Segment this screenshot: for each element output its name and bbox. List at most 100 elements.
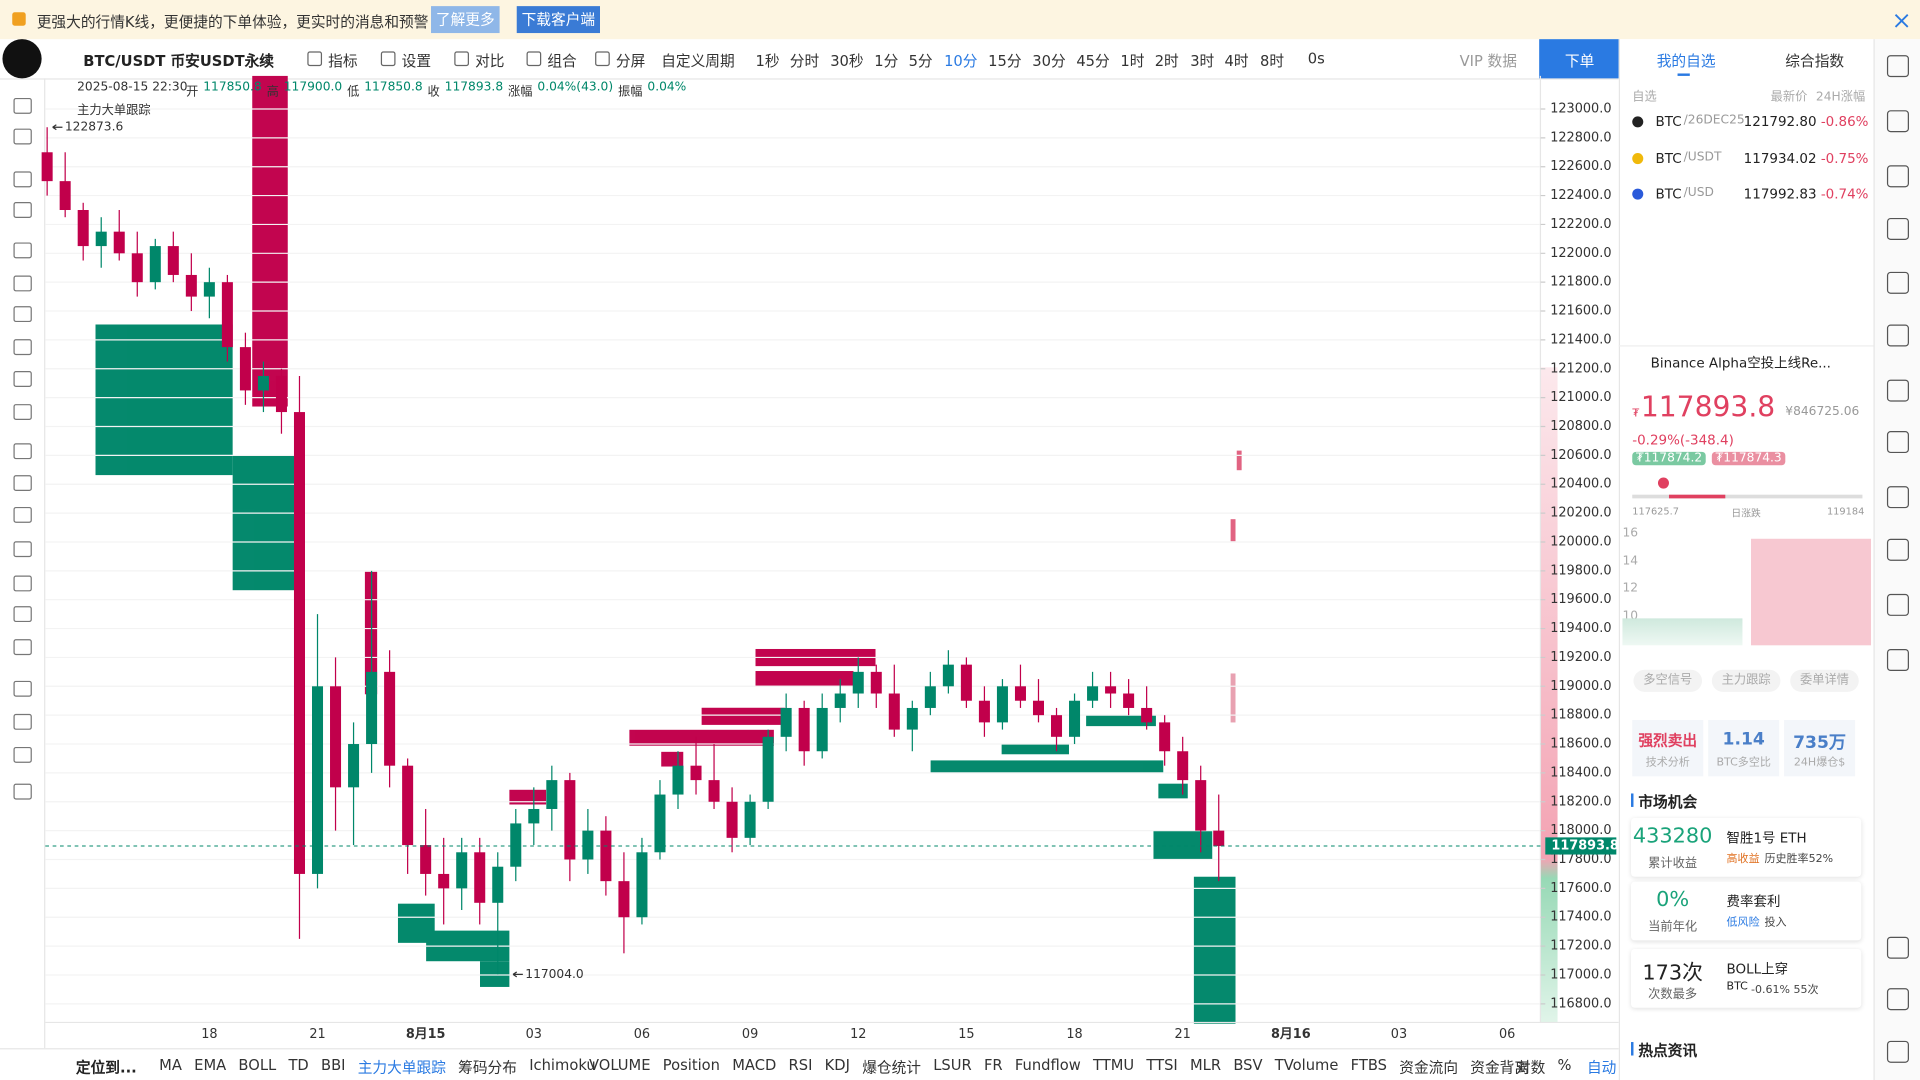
tool-icon[interactable]: [13, 339, 32, 356]
symbol[interactable]: BTC: [1655, 186, 1682, 203]
period[interactable]: 3时: [1190, 52, 1215, 70]
symbol[interactable]: BTC: [1655, 113, 1682, 130]
rail-icon[interactable]: [1886, 165, 1909, 188]
period[interactable]: 4时: [1224, 52, 1249, 70]
indicator[interactable]: KDJ: [824, 1056, 850, 1074]
tool-icon[interactable]: [13, 680, 32, 697]
indicator[interactable]: LSUR: [933, 1056, 972, 1074]
indicator[interactable]: TD: [288, 1056, 309, 1074]
indicator[interactable]: 主力大单跟踪: [357, 1059, 446, 1077]
tool-item[interactable]: 组合: [547, 52, 577, 70]
close-icon[interactable]: [1894, 10, 1909, 33]
rail-icon[interactable]: [1886, 648, 1909, 672]
period[interactable]: 30分: [1032, 52, 1066, 70]
download[interactable]: 下载客户端: [516, 6, 600, 34]
pair[interactable]: /26DEC25: [1683, 113, 1745, 128]
indicator[interactable]: VOLUME: [588, 1056, 651, 1074]
tool-item[interactable]: 分屏: [615, 52, 646, 70]
card-name[interactable]: BOLL上穿: [1726, 961, 1789, 978]
tool-item[interactable]: 设置: [401, 52, 432, 70]
indicator[interactable]: Fundflow: [1014, 1056, 1081, 1074]
signal-tab[interactable]: 主力跟踪: [1711, 669, 1781, 692]
indicator[interactable]: 爆仓统计: [862, 1059, 921, 1077]
tool-icon[interactable]: [13, 575, 32, 592]
indicator[interactable]: BOLL: [238, 1056, 277, 1074]
tool-icon[interactable]: [13, 202, 32, 218]
rail-icon[interactable]: [1886, 988, 1909, 1011]
tool-icon[interactable]: [13, 541, 32, 558]
rail-icon[interactable]: [1886, 217, 1909, 240]
tool-icon[interactable]: [13, 506, 32, 523]
indicator[interactable]: TVolume: [1274, 1056, 1339, 1074]
indicator[interactable]: Ichimoku: [529, 1056, 596, 1074]
indicator[interactable]: 资金流向: [1399, 1059, 1459, 1077]
period[interactable]: 2时: [1154, 52, 1179, 70]
vip[interactable]: VIP 数据: [1459, 52, 1517, 70]
card-name[interactable]: 费率套利: [1726, 893, 1781, 910]
tool-icon[interactable]: [13, 275, 32, 292]
rail-icon[interactable]: [1886, 271, 1909, 294]
indicator[interactable]: FR: [983, 1056, 1003, 1074]
period[interactable]: 分时: [789, 52, 820, 70]
rail-icon[interactable]: [1886, 936, 1909, 959]
tool-icon[interactable]: [13, 443, 32, 460]
tool-icon[interactable]: [13, 475, 32, 492]
card-name[interactable]: 智胜1号 ETH: [1726, 830, 1807, 847]
period[interactable]: 1分: [874, 52, 899, 70]
tool-icon[interactable]: [13, 713, 32, 730]
indicator[interactable]: MACD: [732, 1056, 777, 1074]
indicator[interactable]: MLR: [1189, 1056, 1222, 1074]
period[interactable]: 15分: [988, 52, 1022, 70]
indicator[interactable]: BSV: [1233, 1056, 1263, 1074]
indicator[interactable]: Position: [662, 1056, 720, 1074]
period[interactable]: 45分: [1076, 52, 1110, 70]
rail-icon[interactable]: [1886, 1040, 1909, 1063]
log[interactable]: 对数: [1515, 1059, 1546, 1077]
pair[interactable]: /USDT: [1683, 150, 1722, 165]
indicator[interactable]: RSI: [788, 1056, 813, 1074]
tool-icon[interactable]: [13, 371, 32, 387]
tool-icon[interactable]: [13, 306, 32, 323]
order-button-bg[interactable]: [1539, 39, 1619, 79]
indicator[interactable]: MA: [159, 1056, 182, 1074]
period[interactable]: 1时: [1120, 52, 1145, 70]
tool-item[interactable]: 指标: [328, 52, 358, 70]
indicator[interactable]: 筹码分布: [458, 1059, 517, 1077]
tool-icon[interactable]: [13, 128, 32, 145]
rail-icon[interactable]: [1886, 55, 1909, 78]
rail-icon[interactable]: [1886, 538, 1909, 561]
rail-icon[interactable]: [1886, 110, 1909, 133]
tab[interactable]: 我的自选: [1656, 52, 1716, 70]
symbol[interactable]: BTC: [1655, 150, 1682, 167]
learn-more[interactable]: 了解更多: [431, 6, 500, 34]
tool-item[interactable]: 对比: [475, 52, 505, 70]
period[interactable]: 10分: [944, 52, 978, 70]
rail-icon[interactable]: [1886, 486, 1909, 509]
tool-icon[interactable]: [13, 746, 32, 763]
symbol[interactable]: BTC/USDT 币安USDT永续: [83, 52, 275, 70]
tool-icon[interactable]: [13, 404, 32, 420]
rail-icon[interactable]: [1886, 324, 1909, 347]
news-ticker[interactable]: Binance Alpha空投上线Re...: [1650, 355, 1831, 372]
tool-icon[interactable]: [13, 171, 32, 188]
indicator[interactable]: TTMU: [1093, 1056, 1135, 1074]
locate[interactable]: 定位到...: [75, 1059, 137, 1077]
indicator[interactable]: 资金背离: [1470, 1059, 1530, 1077]
indicator[interactable]: BBI: [320, 1056, 346, 1074]
tab[interactable]: 综合指数: [1785, 52, 1845, 70]
period[interactable]: 30秒: [830, 52, 864, 70]
tool-icon[interactable]: [13, 783, 32, 800]
tool-icon[interactable]: [13, 242, 32, 259]
signal-tab[interactable]: 委单详情: [1790, 669, 1859, 692]
indicator[interactable]: FTBS: [1350, 1056, 1388, 1074]
order[interactable]: 下单: [1564, 52, 1595, 70]
indicator[interactable]: TTSI: [1146, 1056, 1178, 1074]
indicator[interactable]: EMA: [194, 1056, 227, 1074]
period[interactable]: 1秒: [755, 52, 780, 70]
percent[interactable]: %: [1557, 1056, 1572, 1074]
tool-icon[interactable]: [13, 606, 32, 623]
auto[interactable]: 自动: [1586, 1059, 1617, 1077]
period[interactable]: 8时: [1260, 52, 1285, 70]
rail-icon[interactable]: [1886, 593, 1909, 616]
custom-period[interactable]: 自定义周期: [661, 52, 735, 70]
